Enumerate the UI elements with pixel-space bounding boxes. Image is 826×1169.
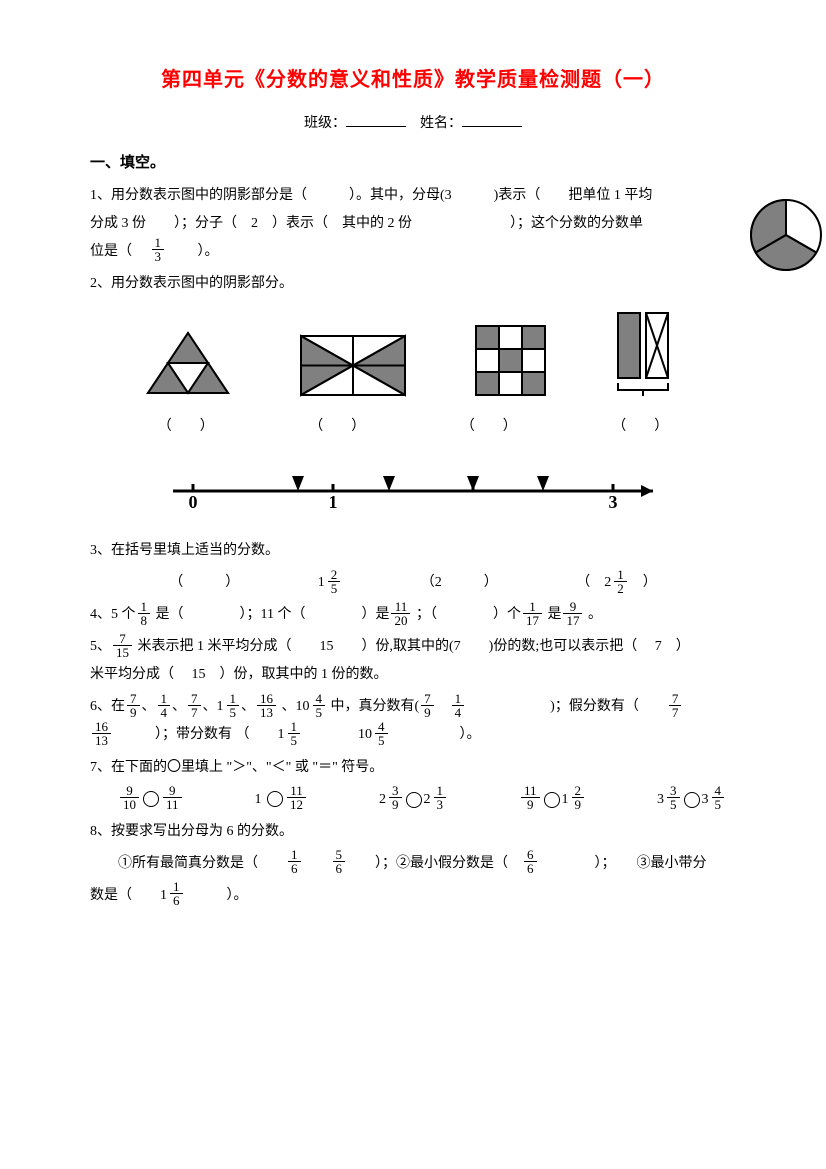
student-info-line: 班级： 姓名： <box>90 110 736 138</box>
compare-circle-icon[interactable] <box>406 792 422 808</box>
q2-grid <box>473 323 548 409</box>
q7-cmp-1: 910911 <box>118 786 184 814</box>
number-line-figure: 0 1 3 <box>90 456 736 522</box>
question-6: 6、在79、14、77、115、1613 、1045 中，真分数有(79 14 … <box>90 693 736 749</box>
class-blank[interactable] <box>346 112 406 127</box>
question-8: 8、按要求写出分母为 6 的分数。 <box>90 818 736 846</box>
q7-cmp-4: 119129 <box>519 786 586 814</box>
compare-circle-icon[interactable] <box>267 791 283 807</box>
q8-line1: ①所有最简真分数是（ 16 56 ）；②最小假分数是（ 66 ）； ③最小带分 <box>118 850 736 878</box>
class-label: 班级： <box>304 116 346 131</box>
pie-thirds-icon <box>746 195 826 275</box>
compare-circle-icon[interactable] <box>143 791 159 807</box>
q1-line2: 分成 3 份 ）；分子（ 2 ）表示（ 其中的 2 份 ）；这个分数的分数单 <box>90 216 643 231</box>
name-label: 姓名： <box>420 116 462 131</box>
q3-blank-2[interactable]: （2 ） <box>421 569 498 597</box>
q3-blank-1[interactable]: （ ） <box>169 569 239 597</box>
fraction-1-3: 13 <box>152 236 165 263</box>
q2-blank-3[interactable]: （ ） <box>461 413 517 441</box>
q7-cmp-5: 335345 <box>657 786 726 814</box>
q2-blank-2[interactable]: （ ） <box>309 413 365 441</box>
q1-line3a: 位是（ <box>90 244 146 259</box>
svg-text:3: 3 <box>609 492 618 511</box>
compare-circle-icon[interactable] <box>684 792 700 808</box>
question-2: 2、用分数表示图中的阴影部分。 <box>90 270 736 298</box>
frac-7-15: 715 <box>113 632 132 659</box>
q7-cmp-3: 239213 <box>379 786 448 814</box>
q3-blank-3[interactable]: （ 212 ） <box>576 569 657 597</box>
q2-bars <box>613 308 683 409</box>
svg-text:0: 0 <box>189 492 198 511</box>
frac-9-17: 917 <box>563 600 582 627</box>
question-5: 5、715 米表示把 1 米平均分成（ 15 ）份,取其中的(7 )份的数;也可… <box>90 633 736 689</box>
frac-1-8: 18 <box>138 600 151 627</box>
q7-cmp-2: 1 1112 <box>255 786 309 814</box>
q1-line3b: ）。 <box>170 244 219 259</box>
question-1: 1、用分数表示图中的阴影部分是（ ）。其中，分母(3 )表示（ 把单位 1 平均… <box>90 182 736 266</box>
q3-mixed-1: 125 <box>318 569 343 597</box>
frac-11-20: 1120 <box>391 600 410 627</box>
q2-rect-x <box>298 333 408 409</box>
q8-line2: 数是（ 116 ）。 <box>90 882 736 910</box>
q1-line1: 1、用分数表示图中的阴影部分是（ ）。其中，分母(3 )表示（ 把单位 1 平均 <box>90 188 652 203</box>
compare-circle-icon[interactable] <box>544 792 560 808</box>
section-1-heading: 一、填空。 <box>90 148 736 178</box>
q2-blank-4[interactable]: （ ） <box>612 413 668 441</box>
q1-circle-figure <box>746 195 826 286</box>
name-blank[interactable] <box>462 112 522 127</box>
question-4: 4、5 个18 是（ ）；11 个（ ）是1120 ；（ ）个117 是917 … <box>90 601 736 629</box>
q3-answers: （ ） 125 （2 ） （ 212 ） <box>90 569 736 597</box>
q2-answers-row: （ ） （ ） （ ） （ ） <box>110 413 716 441</box>
question-7: 7、在下面的〇里填上 "＞"、"＜" 或 "＝" 符号。 <box>90 754 736 782</box>
q2-triangle <box>143 328 233 409</box>
q2-shapes-row <box>110 308 716 409</box>
page-title: 第四单元《分数的意义和性质》教学质量检测题（一） <box>90 60 736 100</box>
svg-text:1: 1 <box>329 492 338 511</box>
frac-1-17: 117 <box>523 600 542 627</box>
q2-blank-1[interactable]: （ ） <box>158 413 214 441</box>
question-3: 3、在括号里填上适当的分数。 <box>90 537 736 565</box>
q7-row: 910911 1 1112 239213 119129 335345 <box>118 786 736 814</box>
